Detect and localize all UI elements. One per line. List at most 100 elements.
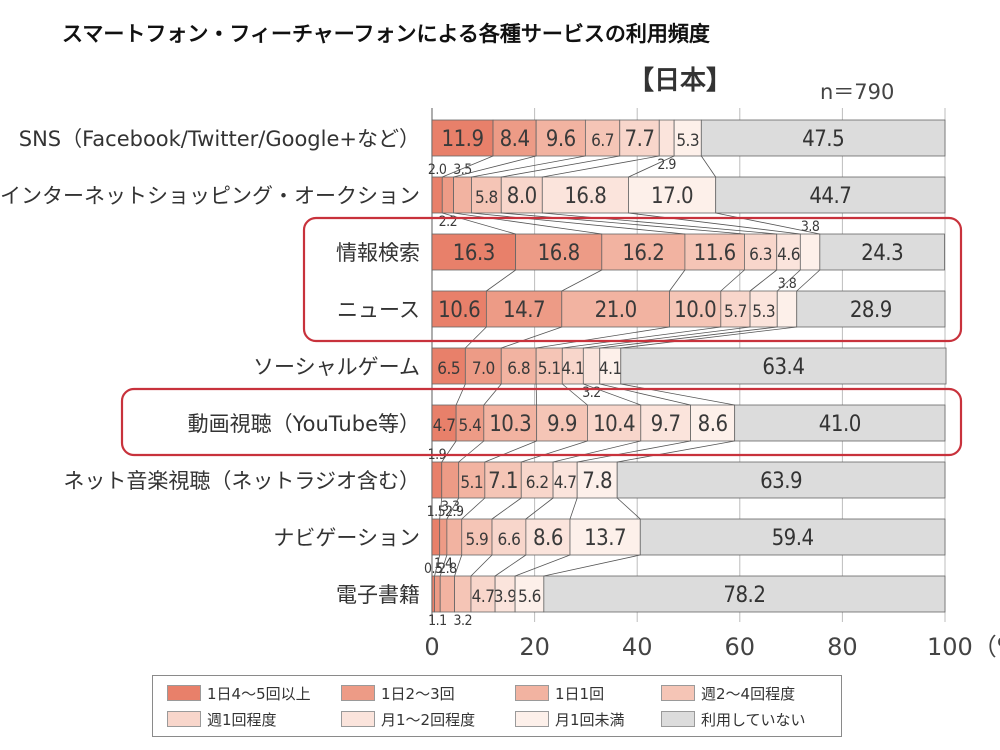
- bar-segment: [515, 233, 603, 271]
- data-label: 5.3: [752, 302, 775, 322]
- connector-line: [501, 326, 562, 349]
- bar-segment: [587, 404, 642, 442]
- connector-line: [434, 554, 441, 577]
- connector-line: [535, 383, 538, 406]
- data-label: 28.9: [850, 298, 892, 323]
- data-label: 5.8: [475, 188, 498, 208]
- connector-line: [628, 155, 675, 178]
- category-label: インターネットショッピング・オークション: [0, 184, 420, 208]
- connector-line: [470, 554, 493, 577]
- connector-line: [796, 269, 821, 292]
- data-label: 1.5: [427, 504, 446, 520]
- data-label: 9.9: [547, 412, 577, 437]
- legend-swatch: [167, 711, 201, 727]
- bar-segment: [431, 347, 466, 385]
- bar-segment: [471, 176, 502, 214]
- bar-segment: [669, 290, 722, 328]
- data-label: 16.8: [538, 241, 580, 266]
- bar-segment: [749, 290, 778, 328]
- bar-segment: [434, 575, 441, 613]
- data-label: 3.9: [494, 587, 517, 607]
- connector-line: [446, 497, 460, 520]
- bar-segment: [776, 290, 798, 328]
- bar-segment: [744, 233, 778, 271]
- category-label: 電子書籍: [336, 583, 420, 607]
- connector-line: [471, 212, 685, 235]
- bar-segment: [734, 404, 946, 442]
- bar-segment: [441, 176, 454, 214]
- connector-line: [465, 326, 487, 349]
- data-label: 8.4: [500, 127, 530, 152]
- data-label: 59.4: [772, 526, 814, 551]
- bar-segment: [639, 518, 946, 556]
- data-label: 2.8: [438, 561, 457, 577]
- bar-segment: [446, 518, 463, 556]
- data-label: 9.7: [651, 412, 681, 437]
- bar-segment: [492, 119, 537, 157]
- legend-swatch: [167, 685, 201, 701]
- connector-line: [583, 383, 641, 406]
- bar-segment: [483, 404, 538, 442]
- connector-line: [461, 497, 486, 520]
- data-label: 8.6: [533, 526, 563, 551]
- connector-line: [542, 212, 777, 235]
- data-label: 6.6: [498, 530, 521, 550]
- connector-line: [454, 554, 463, 577]
- connector-line: [536, 326, 670, 349]
- legend-swatch: [515, 711, 549, 727]
- bar-segment: [700, 119, 946, 157]
- legend-swatch: [661, 711, 695, 727]
- data-label: 13.7: [584, 526, 626, 551]
- data-label: 1.1: [428, 613, 447, 629]
- connector-line: [669, 269, 686, 292]
- data-label: 8.6: [698, 412, 728, 437]
- data-label: 11.9: [441, 127, 483, 152]
- legend-item: 1日4〜5回以上: [167, 681, 311, 705]
- connector-line: [749, 269, 777, 292]
- legend-swatch: [515, 685, 549, 701]
- data-label: 17.0: [651, 184, 693, 209]
- data-label: 63.9: [760, 469, 802, 494]
- bar-segment: [552, 461, 578, 499]
- legend-label: 利用していない: [701, 710, 806, 729]
- bar-segment: [461, 518, 493, 556]
- data-label: 5.3: [676, 131, 699, 151]
- data-label: 3.8: [801, 219, 820, 235]
- data-label: 3.8: [778, 276, 797, 292]
- bar-segment: [658, 119, 675, 157]
- bar-segment: [520, 461, 554, 499]
- legend-item: 週1回程度: [167, 707, 277, 731]
- data-label: 4.7: [472, 587, 495, 607]
- bar-segment: [640, 404, 691, 442]
- category-label: ニュース: [337, 298, 420, 322]
- bar-segment: [470, 575, 496, 613]
- connector-line: [599, 326, 778, 349]
- data-label: 4.7: [554, 473, 577, 493]
- connector-line: [542, 155, 660, 178]
- bar-segment: [458, 461, 486, 499]
- x-tick-label: 40: [622, 633, 653, 661]
- bar-segment: [431, 461, 443, 499]
- connector-line: [484, 440, 537, 463]
- data-label: 7.1: [488, 469, 518, 494]
- data-label: 0.5: [424, 561, 443, 577]
- bar-segment: [715, 176, 946, 214]
- chart-subtitle: 【日本】: [627, 66, 732, 96]
- data-label: 8.0: [507, 184, 537, 209]
- legend-item: 週2〜4回程度: [661, 681, 795, 705]
- bar-segment: [616, 461, 946, 499]
- bar-segment: [514, 575, 545, 613]
- legend-item: 利用していない: [661, 707, 806, 731]
- bar-segment: [455, 404, 485, 442]
- x-tick-label: 80: [827, 633, 858, 661]
- data-label: 4.7: [433, 416, 456, 436]
- legend-item: 月1回未満: [515, 707, 625, 731]
- bar-segment: [819, 233, 945, 271]
- bar-segment: [431, 290, 487, 328]
- connector-line: [501, 212, 745, 235]
- x-tick-label: 100（%）: [927, 633, 1000, 661]
- legend: 1日4〜5回以上 1日2〜3回 1日1回 週2〜4回程度 週1回程度 月1〜2回程度 月1回…: [152, 675, 842, 737]
- bar-segment: [431, 518, 441, 556]
- legend-swatch: [661, 685, 695, 701]
